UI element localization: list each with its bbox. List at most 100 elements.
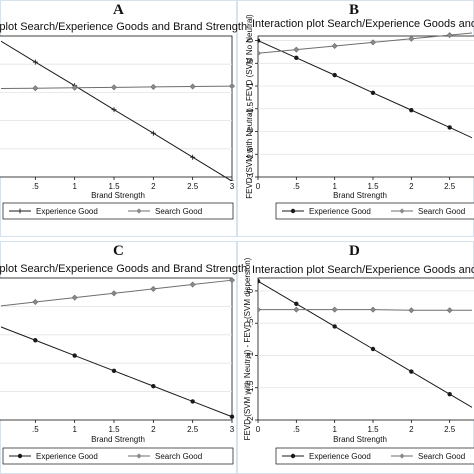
data-point bbox=[258, 38, 261, 43]
x-tick-label: 2.5 bbox=[187, 182, 199, 191]
data-point bbox=[228, 83, 236, 90]
legend-label: Search Good bbox=[418, 207, 465, 216]
data-point bbox=[294, 55, 299, 61]
x-axis-label: Brand Strength bbox=[91, 191, 145, 200]
series-search-good bbox=[1, 83, 236, 92]
x-tick-label: .5 bbox=[32, 425, 39, 434]
x-tick-label: 2 bbox=[151, 425, 156, 434]
data-point bbox=[258, 279, 261, 284]
x-tick-label: .5 bbox=[293, 425, 300, 434]
y-tick-label: -1 bbox=[246, 351, 255, 359]
legend-label: Experience Good bbox=[309, 207, 371, 216]
chart-title: Interaction plot Search/Experience Goods… bbox=[252, 264, 474, 276]
data-point bbox=[331, 306, 338, 313]
data-point bbox=[293, 46, 300, 53]
x-tick-label: 2.5 bbox=[444, 425, 456, 434]
data-point bbox=[228, 277, 236, 284]
legend-marker bbox=[290, 453, 296, 459]
x-tick-label: 1 bbox=[72, 425, 77, 434]
y-tick-label: -3 bbox=[246, 173, 255, 181]
data-point bbox=[258, 306, 262, 313]
x-tick-label: .5 bbox=[293, 182, 300, 191]
panel-letter-b: B bbox=[349, 2, 360, 18]
y-tick-label: -1 bbox=[246, 82, 255, 90]
legend-label: Search Good bbox=[418, 452, 465, 461]
data-point bbox=[332, 72, 337, 78]
legend-label: Search Good bbox=[155, 452, 202, 461]
data-point bbox=[150, 83, 157, 90]
legend-box bbox=[2, 447, 234, 465]
data-point bbox=[294, 301, 299, 307]
data-point bbox=[332, 324, 337, 329]
legend-box bbox=[2, 202, 234, 220]
data-point bbox=[369, 39, 377, 46]
x-tick-label: 2.5 bbox=[444, 182, 456, 191]
data-point bbox=[151, 383, 156, 389]
data-point bbox=[190, 154, 196, 160]
data-point bbox=[32, 59, 38, 65]
data-point bbox=[258, 50, 262, 57]
data-point bbox=[111, 107, 117, 113]
data-point bbox=[32, 85, 39, 92]
x-tick-label: 2 bbox=[409, 425, 414, 434]
y-tick-label: -1.5 bbox=[246, 101, 255, 115]
x-tick-label: 2 bbox=[409, 182, 414, 191]
x-tick-label: 1.5 bbox=[367, 425, 379, 434]
legend: Experience Good Search Good bbox=[2, 447, 234, 465]
legend: Experience Good Search Good bbox=[2, 202, 234, 220]
x-tick-label: 1 bbox=[332, 425, 337, 434]
panel-letter-d: D bbox=[349, 243, 360, 259]
data-point bbox=[32, 299, 39, 306]
x-tick-label: 3 bbox=[230, 182, 235, 191]
series-search-good bbox=[258, 306, 472, 314]
chart-a: Interaction plot Search/Experience Goods… bbox=[0, 21, 247, 220]
data-point bbox=[72, 353, 77, 358]
data-point bbox=[110, 84, 118, 91]
x-tick-label: .5 bbox=[32, 182, 39, 191]
series-search-good bbox=[258, 32, 472, 57]
x-tick-label: 1 bbox=[332, 182, 337, 191]
data-point bbox=[110, 290, 118, 297]
y-tick-label: 0 bbox=[246, 38, 255, 43]
y-tick-label: -.5 bbox=[246, 318, 255, 328]
x-tick-label: 2.5 bbox=[187, 425, 199, 434]
legend-marker bbox=[290, 208, 296, 214]
data-point bbox=[111, 368, 117, 374]
y-tick-label: -2 bbox=[246, 416, 255, 424]
series-experience-good bbox=[258, 38, 472, 139]
data-point bbox=[189, 83, 196, 90]
plot-area bbox=[257, 35, 474, 178]
data-point bbox=[446, 307, 453, 314]
data-point bbox=[150, 130, 156, 136]
x-axis-label: Brand Strength bbox=[333, 191, 387, 200]
legend-box bbox=[275, 447, 474, 465]
y-axis-label: FEVD (SVM with Neutral) - FEVD (SVM No N… bbox=[245, 14, 254, 199]
chart-title: Interaction plot Search/Experience Goods… bbox=[0, 263, 247, 275]
series-experience-good bbox=[1, 326, 235, 419]
data-point bbox=[331, 42, 338, 50]
legend-marker bbox=[136, 208, 142, 214]
data-point bbox=[190, 399, 195, 404]
data-point bbox=[369, 306, 377, 313]
chart-d: Interaction plot Search/Experience Goods… bbox=[243, 257, 474, 465]
x-tick-label: 1.5 bbox=[367, 182, 379, 191]
legend-label: Experience Good bbox=[36, 452, 98, 461]
data-point bbox=[150, 285, 157, 292]
data-point bbox=[293, 306, 300, 313]
plot-area bbox=[0, 277, 233, 421]
x-tick-label: 0 bbox=[256, 425, 261, 434]
data-point bbox=[71, 294, 78, 301]
series-search-good bbox=[1, 277, 236, 307]
data-point bbox=[229, 178, 235, 181]
data-point bbox=[409, 369, 414, 374]
y-tick-label: -1.5 bbox=[246, 380, 255, 394]
y-tick-label: -.5 bbox=[246, 58, 255, 68]
data-point bbox=[408, 307, 415, 314]
x-axis-label: Brand Strength bbox=[333, 435, 387, 444]
y-tick-label: 0 bbox=[246, 288, 255, 293]
legend: Experience Good Search Good bbox=[275, 447, 474, 465]
data-point bbox=[33, 338, 38, 343]
chart-title: Interaction plot Search/Experience Goods… bbox=[0, 21, 247, 33]
chart-title: Interaction plot Search/Experience Goods… bbox=[252, 18, 474, 30]
legend-marker bbox=[136, 453, 142, 459]
